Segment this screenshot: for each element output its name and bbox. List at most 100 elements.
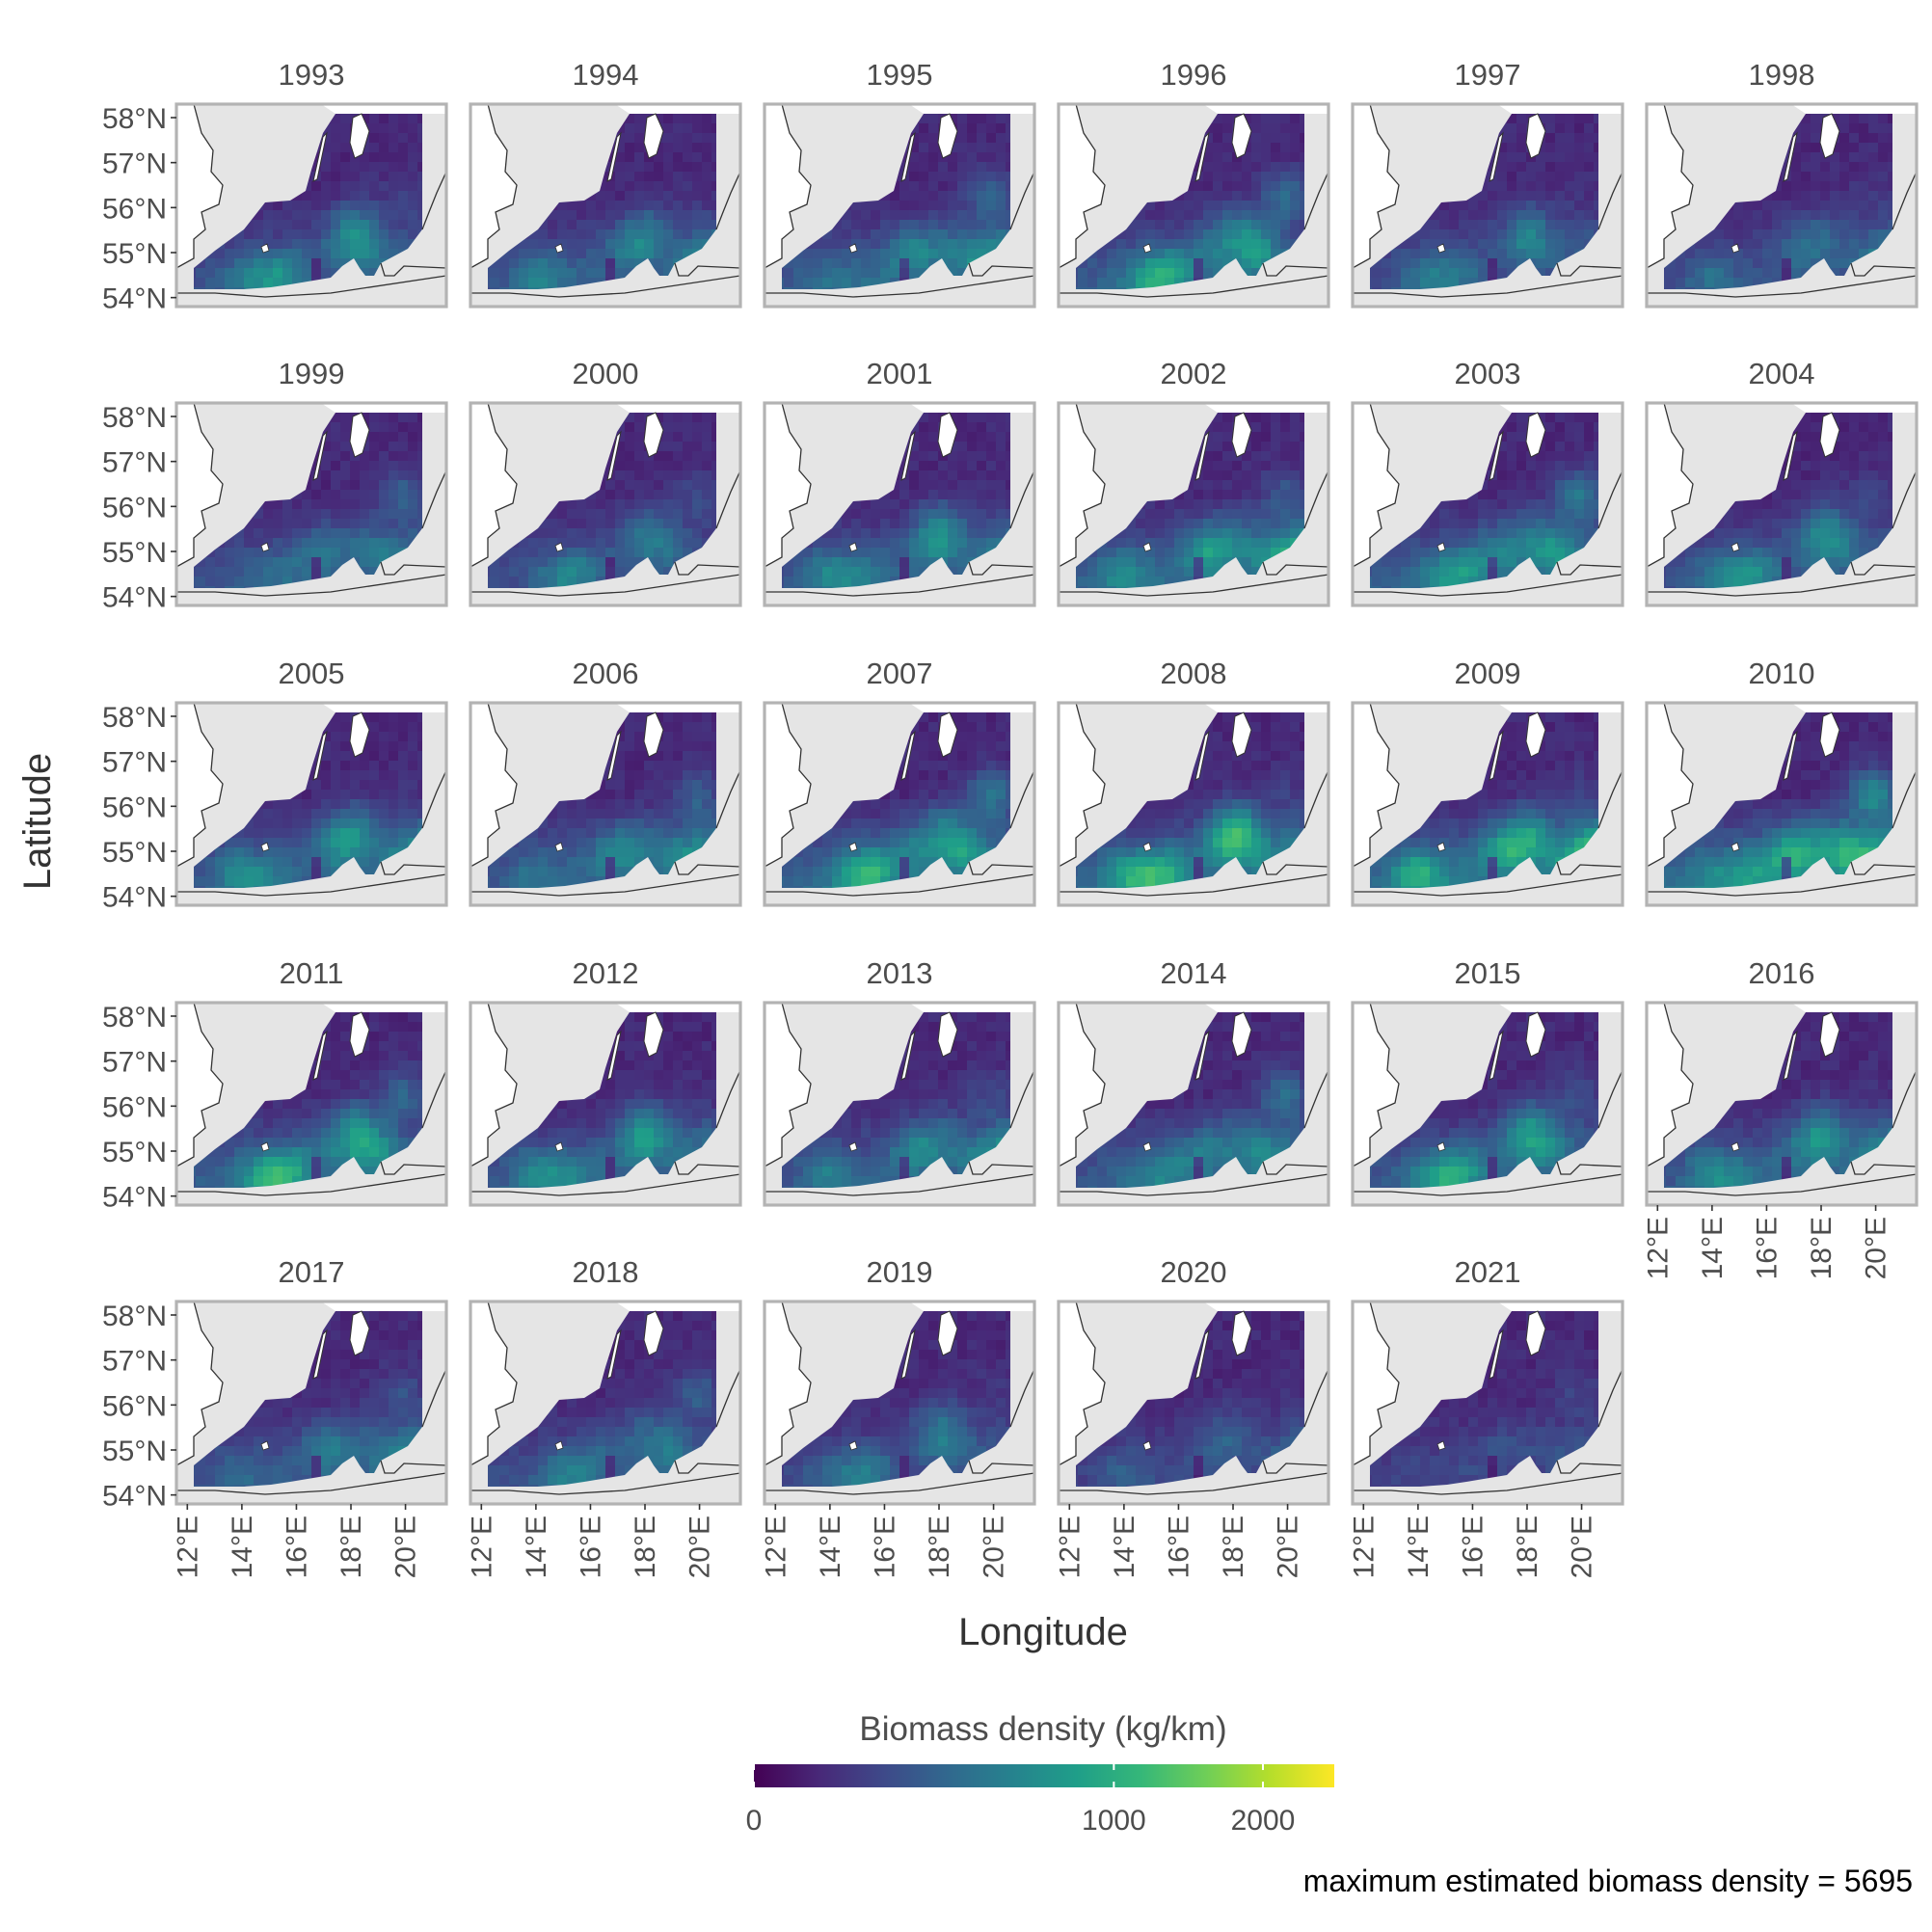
density-cell — [1251, 181, 1261, 191]
density-cell — [1830, 162, 1839, 172]
density-cell — [615, 162, 625, 172]
density-cell — [379, 519, 389, 528]
density-cell — [1507, 133, 1516, 143]
density-cell — [244, 287, 254, 289]
density-cell — [282, 567, 292, 577]
density-cell — [273, 509, 282, 519]
density-cell — [557, 268, 567, 278]
density-cell — [1488, 229, 1497, 239]
density-cell — [1811, 220, 1820, 229]
density-cell — [194, 287, 196, 289]
density-cell — [654, 480, 663, 490]
density-cell — [1488, 258, 1497, 268]
density-cell — [625, 519, 634, 528]
density-cell — [1203, 239, 1213, 249]
density-cell — [1743, 239, 1753, 249]
density-cell — [1516, 229, 1526, 239]
density-cell — [244, 586, 254, 588]
density-cell — [499, 577, 509, 586]
density-cell — [1791, 191, 1801, 201]
density-cell — [596, 499, 605, 509]
density-cell — [538, 528, 548, 538]
density-cell — [292, 268, 302, 278]
density-cell — [683, 152, 692, 162]
density-cell — [851, 229, 861, 239]
density-cell — [340, 229, 350, 239]
density-cell — [654, 191, 663, 201]
density-cell — [234, 567, 244, 577]
density-cell — [292, 528, 302, 538]
density-cell — [1801, 210, 1811, 220]
density-cell — [340, 191, 350, 201]
density-cell — [1695, 268, 1704, 278]
density-cell — [1772, 268, 1782, 278]
density-cell — [625, 480, 634, 490]
density-cell — [1155, 210, 1165, 220]
density-cell — [683, 239, 692, 249]
density-cell — [398, 133, 408, 143]
density-cell — [360, 181, 369, 191]
density-cell — [1839, 133, 1849, 143]
density-cell — [1714, 239, 1724, 249]
density-cell — [273, 519, 282, 528]
coastline — [470, 275, 741, 298]
density-cell — [340, 538, 350, 548]
map-panel-1994: 1994 — [469, 58, 742, 309]
density-cell — [1165, 268, 1174, 278]
density-cell — [967, 432, 977, 442]
density-cell — [350, 480, 360, 490]
density-cell — [1497, 258, 1507, 268]
density-cell — [331, 470, 340, 480]
map-panel-1996: 1996 — [1057, 58, 1330, 309]
density-cell — [625, 451, 634, 461]
landmass — [321, 403, 446, 413]
density-cell — [977, 229, 986, 239]
density-cell — [577, 577, 586, 586]
density-cell — [538, 287, 548, 289]
panel-title: 1995 — [867, 58, 933, 92]
density-cell — [654, 413, 663, 422]
density-cell — [871, 249, 880, 258]
density-cell — [1459, 249, 1468, 258]
density-cell — [663, 123, 673, 133]
density-cell — [977, 191, 986, 201]
density-cell — [1280, 133, 1290, 143]
density-cell — [842, 210, 851, 220]
density-cell — [244, 278, 254, 287]
density-cell — [1868, 152, 1878, 162]
density-cell — [1174, 278, 1184, 287]
density-cell — [360, 499, 369, 509]
density-cell — [1242, 220, 1251, 229]
density-cell — [711, 201, 716, 210]
density-cell — [1888, 220, 1892, 229]
density-cell — [1555, 201, 1565, 210]
density-cell — [1859, 239, 1868, 249]
density-cell — [702, 490, 711, 499]
density-cell — [948, 114, 957, 123]
density-cell — [1830, 191, 1839, 201]
density-cell — [625, 133, 634, 143]
density-cell — [369, 451, 379, 461]
density-cell — [538, 278, 548, 287]
density-cell — [1165, 278, 1174, 287]
density-cell — [194, 586, 196, 588]
density-cell — [282, 229, 292, 239]
density-cell — [938, 172, 948, 181]
density-cell — [1714, 249, 1724, 258]
panel-border — [174, 401, 448, 607]
density-cell — [1820, 210, 1830, 220]
density-cell — [1449, 201, 1459, 210]
density-cell — [899, 210, 909, 220]
density-cell — [1801, 133, 1811, 143]
density-cell — [634, 442, 644, 451]
density-cell — [1545, 239, 1555, 249]
density-cell — [408, 133, 417, 143]
density-cell — [1839, 258, 1849, 268]
density-cell — [273, 567, 282, 577]
density-cell — [957, 413, 967, 422]
coastline — [1597, 171, 1623, 230]
density-cell — [948, 172, 957, 181]
density-cell — [1584, 114, 1594, 123]
density-cell — [557, 278, 567, 287]
density-cell — [1878, 162, 1888, 172]
